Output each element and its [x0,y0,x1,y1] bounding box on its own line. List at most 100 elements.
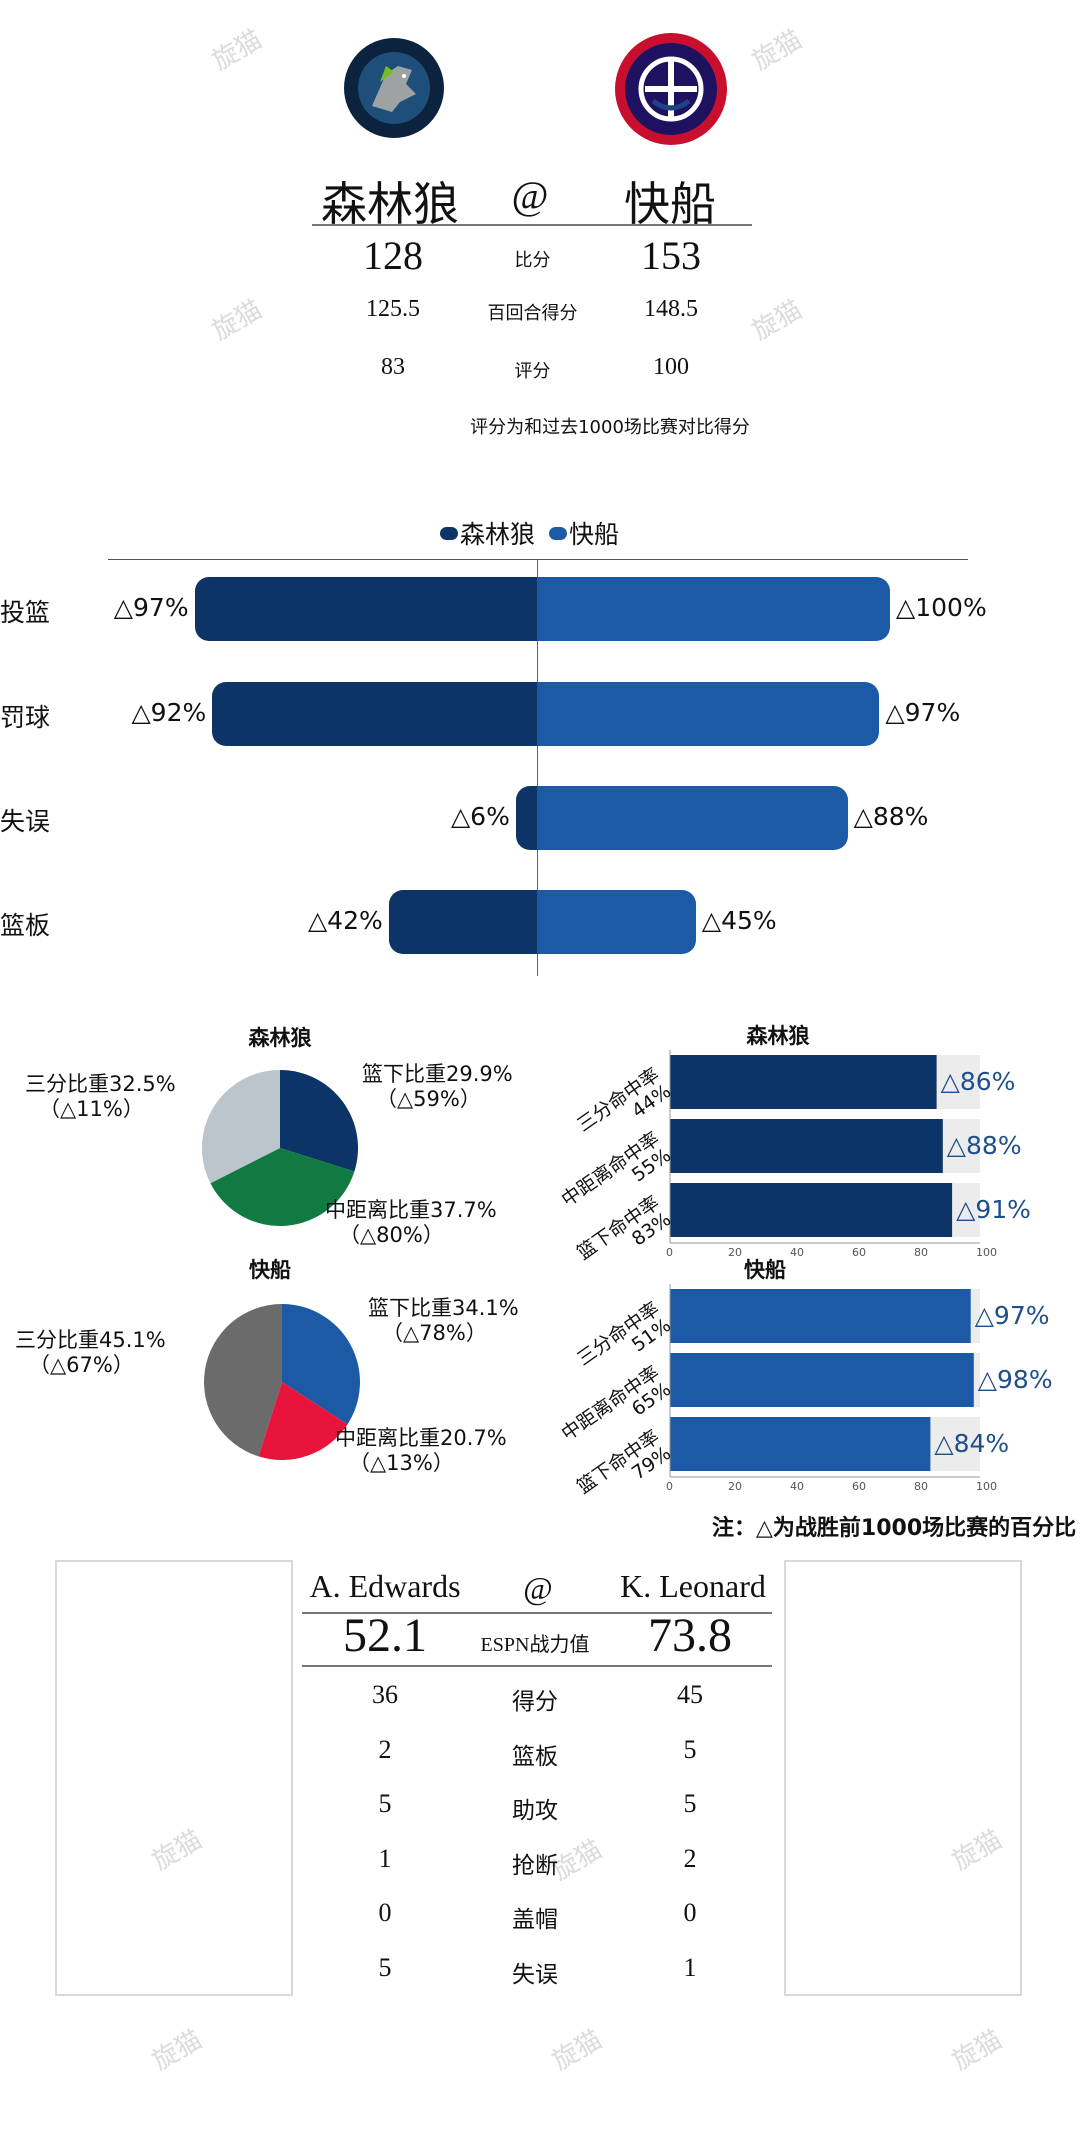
legend: 森林狼 快船 [440,515,619,551]
away-team-name: 森林狼 [321,179,459,230]
pie-slice-label: 三分比重45.1% （△67%） [15,1328,166,1378]
home-player-name: K. Leonard [620,1568,766,1604]
bar-value-label: △98% [977,1365,1053,1394]
pie-slice-sub: （△59%） [376,1087,481,1111]
player-away-stat: 36 [372,1680,398,1709]
pie-slice-name: 篮下比重34.1% [368,1296,519,1320]
pie-slice [210,1148,355,1226]
home-player-photo [784,1560,1022,1996]
player-home-stat: 5 [683,1734,697,1764]
away-espn-value: 52.1 [343,1609,427,1662]
wolves-bar [212,682,537,746]
player-away-stat: 0 [378,1898,392,1927]
player-home-stat: 1 [683,1952,697,1982]
pie-slice [258,1382,348,1460]
x-tick-label: 80 [914,1246,928,1259]
score-row-label: 评分 [514,361,551,382]
shooting-bar [670,1353,974,1407]
wolves-pct: △6% [450,802,510,831]
pie-slice-sub: （△11%） [39,1097,144,1121]
category-label: 失误 [0,807,51,836]
pie-title-clippers: 快船 [249,1258,291,1282]
x-tick-label: 80 [914,1480,928,1493]
player-away-stat: 5 [378,1789,392,1818]
player-stat-label: 失误 [512,1961,558,1987]
bar-value-label: △86% [940,1067,1016,1096]
away-player-name: A. Edwards [309,1568,461,1604]
score-away-value: 83 [381,354,405,380]
player-stat-label: 抢断 [512,1852,558,1878]
x-tick-label: 20 [728,1480,742,1493]
pie-slice-label: 中距离比重37.7% （△80%） [325,1198,497,1248]
watermark: 旋猫 [747,294,808,347]
watermark: 旋猫 [207,294,268,347]
header-divider [312,224,752,226]
score-away-value: 128 [363,233,423,278]
x-tick-label: 0 [666,1246,673,1259]
bar-value-label: △88% [946,1131,1022,1160]
center-axis [537,560,538,976]
clippers-pct: △45% [701,906,777,935]
x-tick-label: 0 [666,1480,673,1493]
clippers-bar [537,890,696,954]
pie-slice-name: 中距离比重20.7% [335,1426,507,1450]
score-home-value: 153 [641,233,701,278]
shooting-bar [670,1119,943,1173]
shooting-bar [670,1417,931,1471]
home-team-name: 快船 [624,179,716,230]
player-away-stat: 5 [378,1952,392,1982]
wolves-pie [202,1070,358,1226]
pie-slice-sub: （△13%） [349,1451,454,1475]
legend-swatch-wolves [440,526,458,540]
pie-title-wolves: 森林狼 [248,1026,312,1050]
watermark: 旋猫 [747,24,808,77]
clippers-pct: △100% [896,593,987,622]
player-divider-top [302,1612,772,1614]
watermark: 旋猫 [547,2024,608,2077]
home-espn-value: 73.8 [648,1609,732,1662]
shooting-bar [670,1055,937,1109]
legend-label-clippers: 快船 [568,520,619,549]
x-tick-label: 40 [790,1480,804,1493]
pie-slice-name: 三分比重32.5% [25,1072,176,1096]
player-at-sign: @ [523,1570,553,1606]
pie-slice [203,1304,282,1457]
player-away-stat: 2 [378,1734,392,1764]
category-label: 投篮 [0,598,51,627]
top-rule [108,559,968,560]
clippers-pie [203,1304,360,1460]
clippers-bar [537,682,880,746]
pie-slice [202,1070,280,1184]
score-row-label: 百回合得分 [487,303,578,324]
at-sign: @ [511,173,549,218]
wolves-pct: △42% [307,906,383,935]
clippers-bar [537,577,890,641]
x-tick-label: 40 [790,1246,804,1259]
score-row-label: 比分 [514,250,551,271]
watermark: 旋猫 [207,24,268,77]
category-label: 篮板 [0,911,51,940]
legend-label-wolves: 森林狼 [460,520,536,549]
score-home-value: 100 [653,354,689,380]
score-note: 评分为和过去1000场比赛对比得分 [470,417,750,438]
player-stat-label: 助攻 [512,1798,558,1823]
wolves-bar [388,890,537,954]
timberwolves-logo [344,38,444,138]
player-home-stat: 0 [683,1898,697,1927]
clippers-shooting-bars [669,1284,980,1478]
x-tick-label: 60 [852,1480,866,1493]
legend-swatch-clippers [548,526,567,540]
shooting-bar [670,1183,953,1237]
bar-value-label: △97% [974,1301,1050,1330]
clippers-pct: △88% [853,802,929,831]
player-divider-bottom [302,1665,772,1667]
pie-slice [280,1070,358,1172]
pie-slice-label: 中距离比重20.7% （△13%） [335,1426,507,1476]
player-stat-label: 篮板 [512,1743,558,1769]
x-tick-label: 20 [728,1246,742,1259]
wolves-bar [515,786,537,850]
bar-value-label: △84% [934,1429,1010,1458]
pie-slice-label: 篮下比重34.1% （△78%） [368,1296,519,1346]
bar-chart-title: 森林狼 [746,1024,810,1048]
wolves-pct: △92% [131,698,207,727]
